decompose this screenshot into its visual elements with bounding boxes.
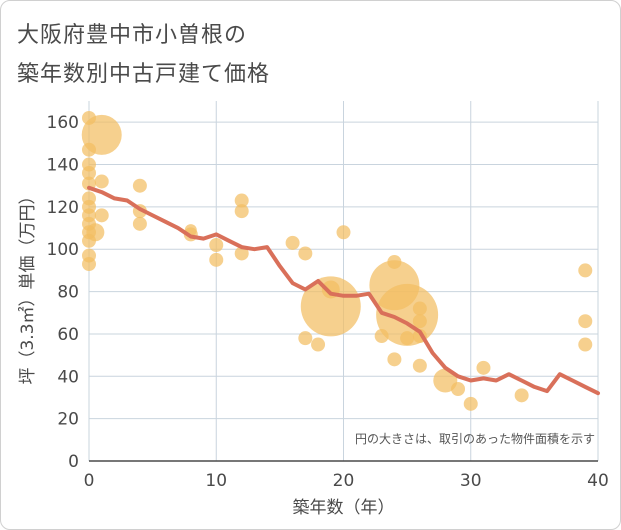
bubble-point bbox=[463, 396, 478, 411]
line-layer bbox=[87, 185, 600, 396]
bubble-point bbox=[412, 301, 427, 316]
bubble-point bbox=[476, 360, 491, 375]
bubble-point bbox=[209, 252, 224, 267]
bubble-layer bbox=[81, 110, 593, 411]
bubble-point bbox=[298, 331, 313, 346]
bubble-point bbox=[300, 276, 361, 337]
bubble-point bbox=[209, 238, 224, 252]
bubble-point bbox=[387, 352, 402, 367]
bubble-point bbox=[132, 216, 147, 231]
chart-title-line1: 大阪府豊中市小曽根の bbox=[17, 23, 248, 48]
bubble-point bbox=[336, 225, 351, 240]
y-axis-label: 坪（3.3㎡）単価（万円） bbox=[18, 187, 38, 384]
x-tick-label: 20 bbox=[333, 471, 355, 491]
x-tick-label: 10 bbox=[205, 471, 227, 491]
bubble-point bbox=[311, 337, 326, 352]
average-price-line bbox=[87, 185, 600, 396]
bubble-point bbox=[132, 178, 147, 193]
bubble-point bbox=[578, 337, 593, 352]
x-axis-label: 築年数（年） bbox=[293, 498, 395, 518]
size-annotation: 円の大きさは、取引のあった物件面積を示す bbox=[355, 431, 595, 446]
y-tick-label: 100 bbox=[47, 240, 79, 260]
bubble-point bbox=[285, 235, 300, 250]
y-tick-label: 20 bbox=[57, 410, 79, 430]
chart-title-line2: 築年数別中古戸建て価格 bbox=[17, 62, 271, 87]
y-tick-label: 0 bbox=[68, 452, 79, 472]
bubble-point bbox=[514, 388, 529, 403]
y-axis-ticks: 0 20 40 60 80 100 120 140 160 bbox=[47, 113, 79, 472]
bubble-point bbox=[86, 223, 105, 242]
bubble-point bbox=[234, 204, 249, 219]
x-tick-label: 0 bbox=[84, 471, 95, 491]
x-axis-ticks: 0 10 20 30 40 bbox=[84, 471, 609, 491]
bubble-point bbox=[234, 246, 249, 261]
x-tick-label: 40 bbox=[587, 471, 609, 491]
y-tick-label: 120 bbox=[47, 198, 79, 218]
bubble-point bbox=[433, 368, 458, 393]
bubble-point bbox=[234, 193, 249, 208]
y-tick-label: 40 bbox=[57, 367, 79, 387]
bubble-point bbox=[94, 174, 109, 189]
bubble-point bbox=[412, 358, 427, 373]
bubble-point bbox=[82, 257, 96, 272]
bubble-point bbox=[400, 331, 415, 346]
y-tick-label: 60 bbox=[57, 325, 79, 345]
y-tick-label: 80 bbox=[57, 283, 79, 303]
x-tick-label: 30 bbox=[460, 471, 482, 491]
bubble-point bbox=[298, 246, 313, 261]
bubble-point bbox=[451, 382, 466, 396]
bubble-point bbox=[578, 314, 593, 329]
bubble-point bbox=[82, 166, 96, 180]
bubble-point bbox=[578, 263, 593, 278]
y-tick-label: 160 bbox=[47, 113, 79, 133]
bubble-point bbox=[81, 114, 122, 155]
y-tick-label: 140 bbox=[47, 156, 79, 176]
bubble-point bbox=[94, 208, 109, 223]
bubble-point bbox=[412, 314, 427, 329]
